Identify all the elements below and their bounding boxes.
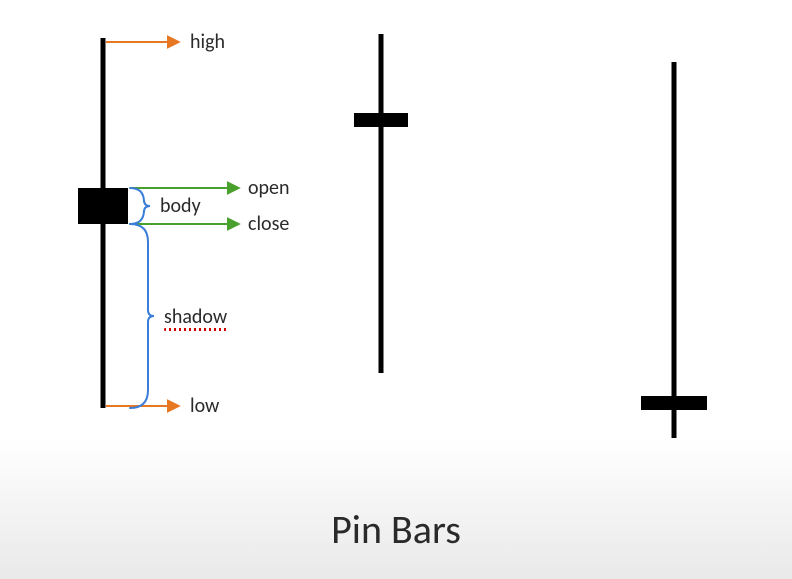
braces-group [130, 188, 154, 408]
label-high-text: high [190, 30, 225, 54]
label-shadow: shadow [164, 305, 227, 329]
label-low-text: low [190, 394, 219, 418]
label-high: high [190, 30, 225, 54]
label-body-text: body [160, 194, 201, 218]
label-shadow-text: shadow [164, 305, 227, 329]
diagram-svg [0, 0, 792, 579]
label-close-text: close [248, 212, 289, 236]
label-open: open [248, 176, 290, 200]
label-close: close [248, 212, 289, 236]
label-low: low [190, 394, 219, 418]
spellcheck-squiggle [164, 328, 227, 331]
diagram-title: Pin Bars [0, 505, 792, 554]
brace-body [130, 188, 150, 224]
brace-shadow [130, 224, 154, 408]
candles-group [78, 34, 707, 438]
candle-body-c3 [641, 396, 707, 410]
candle-body-c1 [78, 188, 128, 224]
label-open-text: open [248, 176, 290, 200]
diagram-stage: { "title": "Pin Bars", "canvas": { "w": … [0, 0, 792, 579]
label-body: body [160, 194, 201, 218]
candle-body-c2 [354, 113, 408, 127]
